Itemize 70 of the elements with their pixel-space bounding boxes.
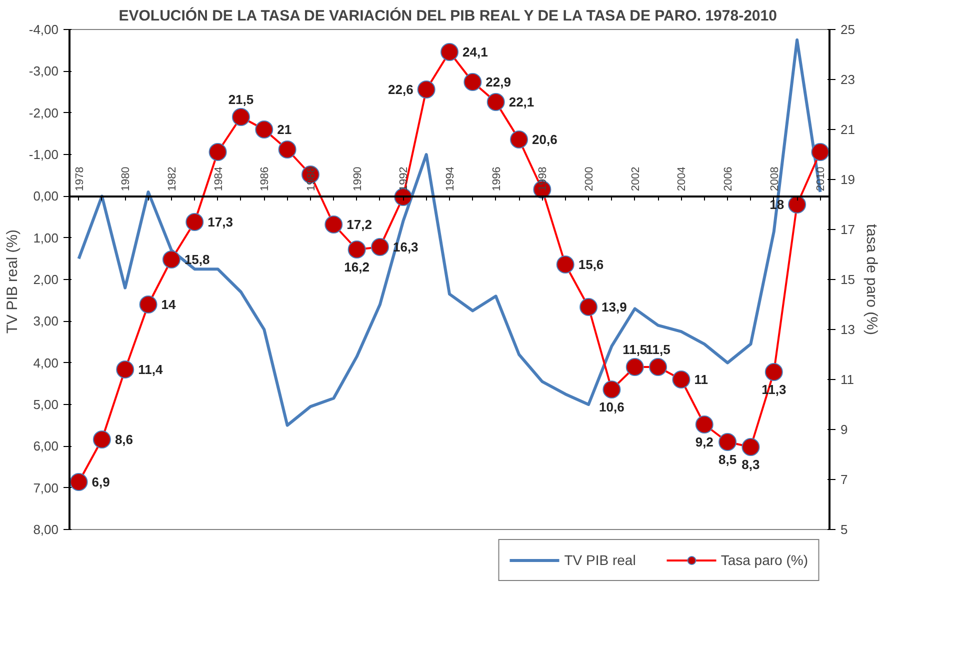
y-tick-label: 5,00 <box>33 397 59 412</box>
y2-tick-label: 17 <box>840 222 855 237</box>
data-label: 11,4 <box>138 362 164 377</box>
x-tick-label: 1998 <box>537 166 550 192</box>
data-label: 22,1 <box>508 94 534 110</box>
x-tick-label: 1990 <box>352 166 364 192</box>
x-tick-label: 2008 <box>768 166 781 192</box>
data-label: 22,6 <box>388 82 414 97</box>
data-label: 13,9 <box>602 300 627 314</box>
data-label: 14 <box>161 297 177 312</box>
y2-tick-label: 11 <box>840 372 854 387</box>
y-tick-label: 2,00 <box>33 272 59 287</box>
y2-axis-title: tasa de paro (%) <box>862 224 880 335</box>
data-label: 11,5 <box>622 342 648 357</box>
x-tick-label: 1978 <box>74 166 86 192</box>
y-tick-label: -4,00 <box>28 22 59 37</box>
x-tick-label: 2010 <box>815 166 828 192</box>
data-label: 8,5 <box>718 452 737 467</box>
y2-tick-label: 23 <box>840 72 855 87</box>
x-tick-label: 1992 <box>398 166 410 192</box>
y-tick-label: -1,00 <box>28 147 59 162</box>
data-label: 21 <box>277 122 292 137</box>
x-tick-label: 1996 <box>490 166 503 192</box>
y2-tick-label: 9 <box>840 422 848 437</box>
data-label: 9,2 <box>695 434 714 450</box>
data-label: 11,5 <box>646 342 670 357</box>
data-label: 24,1 <box>462 44 488 60</box>
y-tick-label: 4,00 <box>33 355 59 370</box>
data-label: 17,2 <box>346 217 372 232</box>
data-label: 11 <box>694 372 708 387</box>
legend-label: Tasa paro (%) <box>720 552 808 568</box>
data-label: 17,3 <box>208 214 233 230</box>
data-label: 15,8 <box>184 252 210 267</box>
x-tick-label: 2006 <box>722 166 735 192</box>
y-tick-label: 1,00 <box>33 230 59 246</box>
data-label: 6,9 <box>92 474 110 490</box>
data-label: 21,5 <box>228 92 254 107</box>
data-label: 16,2 <box>344 260 370 274</box>
y-tick-label: 6,00 <box>33 438 59 454</box>
y2-tick-label: 7 <box>840 472 848 487</box>
chart-title: EVOLUCIÓN DE LA TASA DE VARIACIÓN DEL PIB REAL Y DE LA TASA DE PARO. 1978-2010 <box>118 6 777 24</box>
data-label: 20,6 <box>532 132 558 147</box>
y-tick-label: 3,00 <box>33 314 59 329</box>
y-tick-label: 8,00 <box>33 522 59 537</box>
x-tick-label: 1994 <box>444 166 456 192</box>
data-label: 8,6 <box>114 432 134 447</box>
data-label: 22,9 <box>486 74 511 90</box>
y2-tick-label: 19 <box>840 172 855 187</box>
y2-tick-label: 5 <box>840 522 848 537</box>
legend-label: TV PIB real <box>564 552 636 568</box>
x-tick-label: 1980 <box>120 166 132 192</box>
y2-tick-label: 15 <box>840 272 855 287</box>
y-tick-label: 7,00 <box>33 480 59 496</box>
x-tick-label: 1984 <box>212 166 225 192</box>
y-tick-label: -3,00 <box>28 64 59 79</box>
data-label: 8,3 <box>742 457 760 472</box>
x-tick-label: 2000 <box>584 166 596 192</box>
y2-tick-label: 21 <box>840 122 855 137</box>
data-label: 15,6 <box>578 257 604 272</box>
y2-tick-label: 13 <box>840 322 855 337</box>
x-tick-label: 1986 <box>259 166 272 192</box>
x-tick-label: 2004 <box>676 166 688 192</box>
data-label: 10,6 <box>599 400 624 414</box>
x-tick-label: 1988 <box>305 166 318 192</box>
y-tick-label: 0,00 <box>33 188 59 204</box>
y2-tick-label: 25 <box>840 22 855 37</box>
x-tick-label: 1982 <box>166 166 178 192</box>
y-tick-label: -2,00 <box>28 105 59 120</box>
x-tick-label: 2002 <box>630 166 642 192</box>
y-axis-title: TV PIB real (%) <box>4 229 21 334</box>
